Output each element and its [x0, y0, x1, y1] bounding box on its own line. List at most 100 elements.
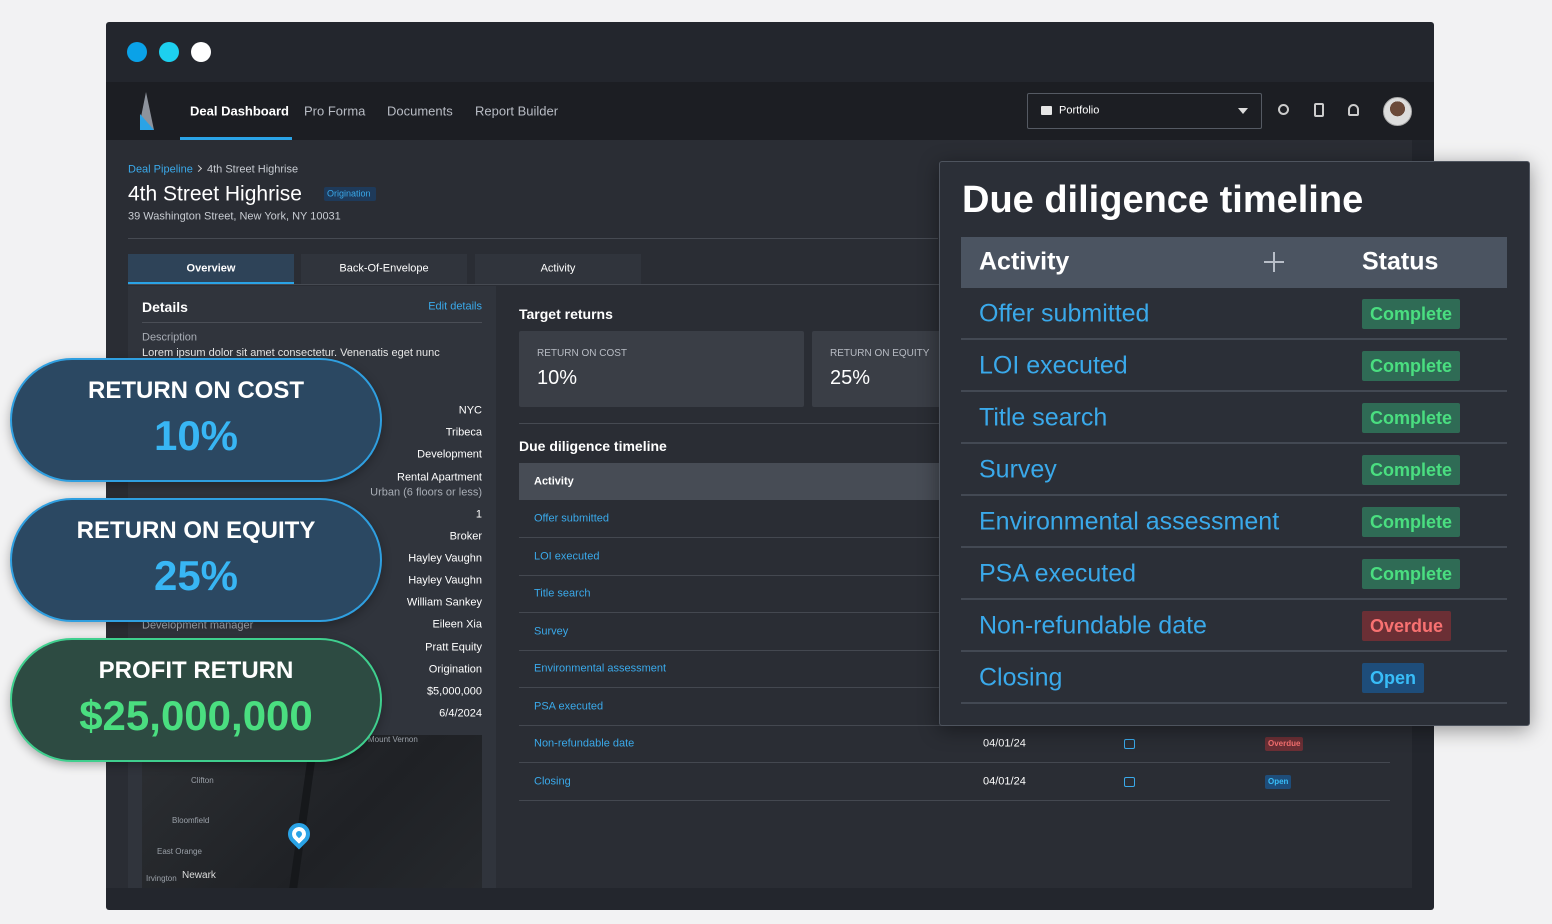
- overlay-status: Complete: [1362, 559, 1461, 589]
- overlay-row: [961, 600, 1507, 652]
- map-label: Bloomfield: [172, 816, 210, 825]
- deal-title: 4th Street Highrise: [128, 182, 302, 206]
- map-label: Irvington: [146, 874, 177, 883]
- timeline-status: Open: [1265, 774, 1292, 789]
- field-value: 1: [475, 508, 482, 521]
- overlay-activity[interactable]: Non-refundable date: [979, 611, 1207, 640]
- overlay-activity[interactable]: Title search: [979, 403, 1108, 432]
- overlay-row: [961, 548, 1507, 600]
- overlay-row: [961, 340, 1507, 392]
- timeline-activity[interactable]: Non-refundable date: [534, 737, 635, 750]
- search-icon[interactable]: [1278, 104, 1289, 115]
- briefcase-icon: [1041, 106, 1052, 115]
- overlay-activity[interactable]: LOI executed: [979, 351, 1128, 380]
- timeline-header: Activity: [534, 475, 574, 488]
- overlay-title: Due diligence timeline: [962, 179, 1364, 221]
- field-label: Development manager: [142, 619, 254, 632]
- field-value: Broker: [449, 530, 482, 543]
- field-value: 6/4/2024: [439, 707, 482, 720]
- overlay-activity[interactable]: Environmental assessment: [979, 507, 1280, 536]
- avatar[interactable]: [1383, 97, 1412, 126]
- overlay-activity[interactable]: PSA executed: [979, 559, 1137, 588]
- tab[interactable]: [301, 254, 467, 284]
- nav-item[interactable]: Documents: [387, 103, 453, 119]
- highlight-pill: [10, 358, 382, 482]
- dropdown-caret: [1238, 108, 1248, 114]
- nav-item[interactable]: Pro Forma: [304, 103, 366, 119]
- overlay-row: [961, 496, 1507, 548]
- calendar-icon[interactable]: [1124, 776, 1135, 787]
- calendar-icon[interactable]: [1124, 739, 1135, 749]
- return-label: RETURN ON EQUITY: [830, 348, 930, 359]
- highlight-label: RETURN ON EQUITY: [76, 517, 316, 544]
- timeline-activity[interactable]: Title search: [534, 587, 591, 600]
- timeline-date: 04/01/24: [983, 775, 1026, 787]
- edit-details[interactable]: Edit details: [428, 300, 482, 313]
- highlight-value: 10%: [153, 412, 239, 459]
- timeline-activity[interactable]: Closing: [534, 775, 571, 787]
- field-value: Rental Apartment: [397, 471, 482, 484]
- timeline-date: 04/01/24: [983, 737, 1026, 750]
- calculator-icon[interactable]: [1314, 103, 1324, 117]
- timeline-activity[interactable]: Survey: [534, 625, 569, 637]
- overlay-activity[interactable]: Closing: [979, 663, 1063, 692]
- field-value: Eileen Xia: [432, 618, 482, 631]
- overlay-status: Overdue: [1362, 611, 1452, 641]
- breadcrumb-parent[interactable]: Deal Pipeline: [128, 163, 193, 176]
- return-value: 10%: [537, 367, 578, 389]
- nav-item[interactable]: Deal Dashboard: [190, 103, 289, 119]
- highlight-value: 25%: [153, 552, 239, 599]
- nav-underline: [180, 137, 292, 140]
- portfolio-dropdown[interactable]: [1027, 93, 1262, 129]
- field-value: Origination: [428, 663, 482, 676]
- field-value: William Sankey: [406, 596, 482, 609]
- timeline-status: Overdue: [1265, 737, 1304, 751]
- details-title: Details: [142, 299, 188, 315]
- overlay-status: Complete: [1362, 403, 1461, 433]
- field-value: Hayley Vaughn: [408, 552, 482, 565]
- overlay-activity[interactable]: Offer submitted: [979, 299, 1150, 328]
- timeline-row: [519, 725, 1390, 763]
- tab-label[interactable]: Back-Of-Envelope: [339, 262, 429, 275]
- field-value: Hayley Vaughn: [408, 574, 482, 587]
- timeline-activity[interactable]: PSA executed: [534, 700, 604, 712]
- tab[interactable]: [475, 254, 641, 284]
- map-label: East Orange: [157, 847, 202, 856]
- nav-item[interactable]: Report Builder: [475, 103, 559, 119]
- tab-label[interactable]: Overview: [186, 262, 236, 275]
- overlay-header-status: Status: [1362, 247, 1439, 276]
- stage-badge-text: Origination: [327, 188, 371, 199]
- tab-label[interactable]: Activity: [540, 262, 576, 275]
- timeline-activity[interactable]: LOI executed: [534, 550, 600, 562]
- overlay-header-row: [961, 237, 1507, 288]
- highlight-label: PROFIT RETURN: [98, 657, 294, 684]
- timeline-activity[interactable]: Offer submitted: [534, 512, 609, 525]
- overlay-status: Complete: [1362, 455, 1461, 485]
- breadcrumb-current: 4th Street Highrise: [207, 163, 299, 176]
- overlay-status: Complete: [1362, 507, 1461, 537]
- overlay-row: [961, 652, 1507, 704]
- tab[interactable]: [128, 254, 294, 284]
- overlay-activity[interactable]: Survey: [979, 455, 1057, 484]
- field-value: NYC: [458, 404, 482, 417]
- field-note: Urban (6 floors or less): [370, 486, 482, 499]
- field-value: Development: [417, 448, 482, 461]
- bell-icon[interactable]: [1348, 104, 1359, 116]
- portfolio-label[interactable]: Portfolio: [1059, 104, 1100, 117]
- map-label: Mount Vernon: [368, 735, 418, 744]
- tab-line: [128, 284, 1390, 285]
- details-line: [142, 322, 482, 323]
- timeline-activity[interactable]: Environmental assessment: [534, 662, 667, 675]
- dot-blue: [127, 42, 147, 62]
- map-label: Newark: [182, 870, 216, 881]
- highlight-pill: [10, 638, 382, 762]
- overlay-row: [961, 444, 1507, 496]
- dot-cyan: [159, 42, 179, 62]
- target-title: Target returns: [519, 306, 613, 322]
- overlay-row: [961, 288, 1507, 340]
- logo: [140, 92, 154, 130]
- map-label: Clifton: [191, 776, 214, 785]
- add-icon-v[interactable]: [1273, 252, 1275, 272]
- return-label: RETURN ON COST: [537, 348, 627, 359]
